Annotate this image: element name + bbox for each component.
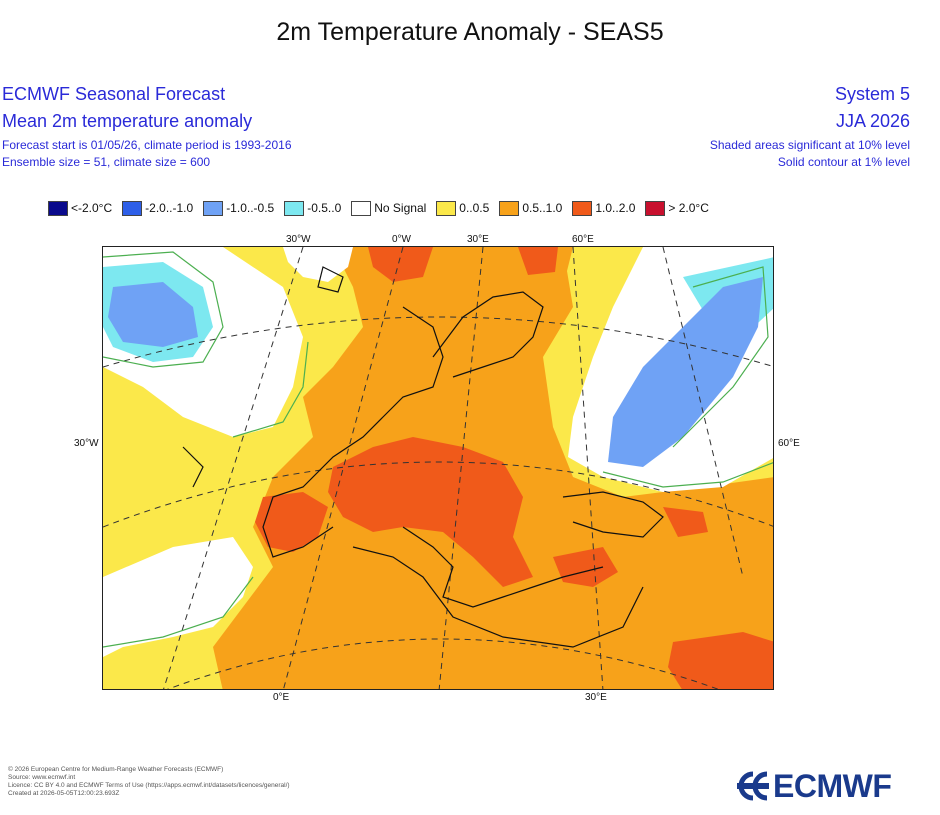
axis-label-right: 60°E — [778, 438, 800, 449]
legend-label: -1.0..-0.5 — [226, 201, 275, 215]
contour-note: Solid contour at 1% level — [777, 155, 910, 169]
region-blue-atlantic — [108, 282, 198, 347]
legend-item: <-2.0°C — [48, 200, 113, 216]
region-blue-russia — [608, 277, 763, 467]
legend-item: > 2.0°C — [645, 200, 709, 216]
footer-line-1: © 2026 European Centre for Medium-Range … — [8, 766, 224, 773]
system-version: System 5 — [834, 84, 910, 104]
footer-line-4: Created at 2026-05-05T12:00:23.693Z — [8, 790, 120, 797]
map-canvas — [103, 247, 773, 689]
legend-swatch — [122, 200, 143, 216]
legend-swatch — [48, 200, 68, 216]
legend-label: -0.5..0 — [307, 201, 342, 215]
legend-swatch — [499, 200, 520, 216]
legend-label: > 2.0°C — [668, 201, 709, 215]
legend-label: 0..0.5 — [459, 201, 490, 215]
forecast-start-info: Forecast start is 01/05/26, climate peri… — [2, 138, 292, 152]
region-nosignal-southwest — [103, 537, 253, 657]
axis-label-left: 30°W — [74, 438, 99, 449]
legend-item: -0.5..0 — [284, 200, 342, 216]
legend-item: -2.0..-1.0 — [122, 200, 194, 216]
legend-label: 0.5..1.0 — [522, 201, 563, 215]
legend-swatch — [203, 200, 224, 216]
ecmwf-logo-text: ECMWF — [773, 767, 892, 804]
region-red-north-2 — [518, 247, 558, 275]
season-label: JJA 2026 — [835, 111, 910, 131]
region-red-east — [663, 507, 708, 537]
ecmwf-logo-icon — [737, 771, 769, 801]
footer-line-2: Source: www.ecmwf.int — [8, 774, 76, 781]
axis-label-bottom-2: 30°E — [585, 692, 607, 703]
legend-swatch — [351, 200, 372, 216]
axis-label-top-2: 0°W — [392, 234, 411, 245]
axis-label-bottom-1: 0°E — [273, 692, 290, 703]
variable-name: Mean 2m temperature anomaly — [2, 111, 253, 131]
legend-label: <-2.0°C — [71, 201, 113, 215]
legend-label: -2.0..-1.0 — [145, 201, 194, 215]
legend-item: 0.5..1.0 — [499, 200, 563, 216]
legend-label: No Signal — [374, 201, 427, 215]
color-legend: <-2.0°C -2.0..-1.0 -1.0..-0.5 -0.5..0 No Sig… — [48, 199, 719, 217]
anomaly-map — [102, 246, 774, 690]
copyright-footer: © 2026 European Centre for Medium-Range … — [8, 766, 290, 798]
coastlines — [182, 266, 664, 648]
legend-swatch — [572, 200, 593, 216]
region-red-iberia — [255, 492, 328, 552]
chart-title: 2m Temperature Anomaly - SEAS5 — [276, 18, 664, 46]
axis-label-top-3: 30°E — [467, 234, 489, 245]
legend-swatch — [645, 200, 666, 216]
region-red-middle-east — [668, 632, 773, 689]
legend-swatch — [284, 200, 305, 216]
region-red-anatolia — [553, 547, 618, 587]
axis-label-top-1: 30°W — [286, 234, 311, 245]
legend-item: No Signal — [351, 200, 427, 216]
axis-label-top-4: 60°E — [572, 234, 594, 245]
significance-note: Shaded areas significant at 10% level — [709, 138, 910, 152]
ensemble-info: Ensemble size = 51, climate size = 600 — [2, 155, 211, 169]
significance-contours — [103, 251, 773, 648]
region-red-central — [328, 437, 533, 587]
graticule — [103, 247, 773, 689]
product-name: ECMWF Seasonal Forecast — [2, 84, 226, 104]
region-red-north-1 — [368, 247, 433, 282]
ecmwf-logo: ECMWF — [733, 767, 892, 804]
legend-item: 0..0.5 — [436, 200, 490, 216]
legend-item: -1.0..-0.5 — [203, 200, 275, 216]
legend-label: 1.0..2.0 — [595, 201, 636, 215]
legend-swatch — [436, 200, 457, 216]
legend-item: 1.0..2.0 — [572, 200, 636, 216]
footer-line-3: Licence: CC BY 4.0 and ECMWF Terms of Us… — [8, 782, 290, 789]
